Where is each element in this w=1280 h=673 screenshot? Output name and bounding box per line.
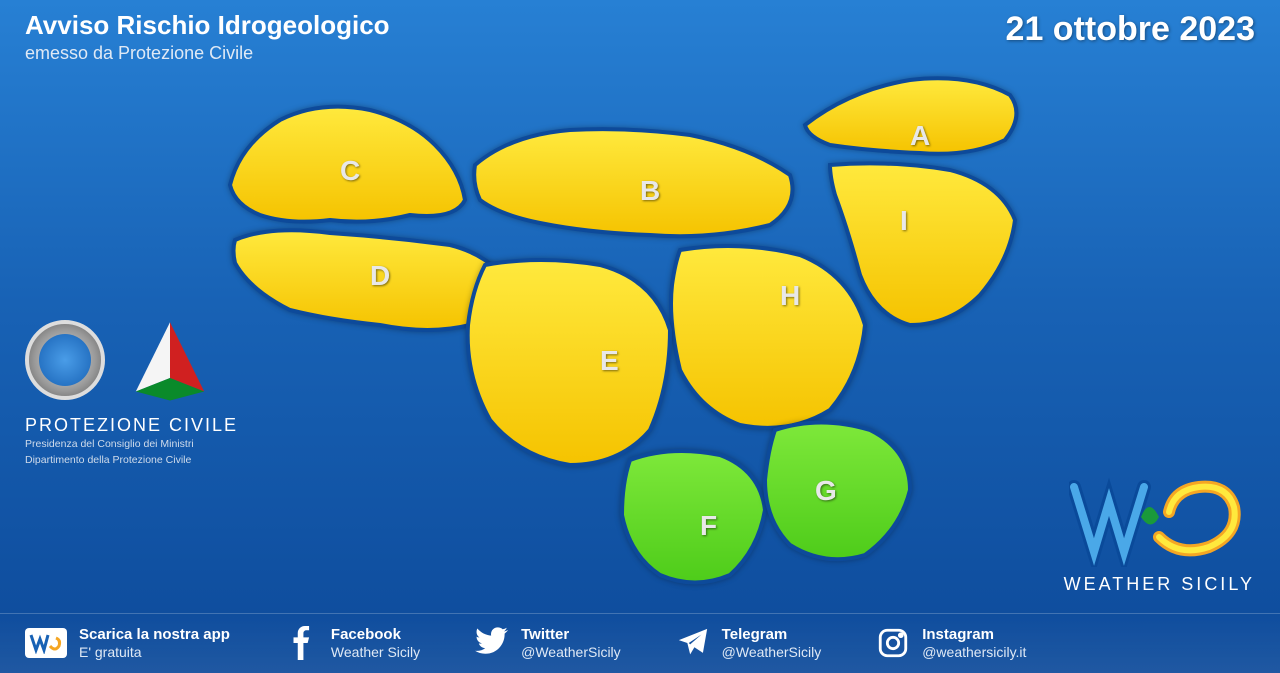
label-i: I [900, 205, 908, 237]
date: 21 ottobre 2023 [1006, 10, 1255, 49]
label-f: F [700, 510, 717, 542]
label-b: B [640, 175, 660, 207]
pc-line1: Presidenza del Consiglio dei Ministri [25, 438, 355, 452]
zone-g [765, 423, 910, 560]
tw-bot: @WeatherSicily [521, 644, 621, 661]
zone-h [671, 246, 865, 428]
footer: Scarica la nostra app E' gratuita Facebo… [0, 613, 1280, 673]
telegram-icon [676, 626, 710, 660]
zone-i [830, 163, 1015, 325]
protezione-civile-icon [125, 315, 215, 405]
footer-instagram[interactable]: Instagram @weathersicily.it [876, 626, 1026, 661]
ws-icon [1069, 472, 1249, 567]
label-d: D [370, 260, 390, 292]
zone-b [474, 129, 792, 236]
label-g: G [815, 475, 837, 507]
footer-twitter[interactable]: Twitter @WeatherSicily [475, 626, 621, 661]
fb-bot: Weather Sicily [331, 644, 420, 661]
protezione-civile-block: PROTEZIONE CIVILE Presidenza del Consigl… [25, 315, 355, 467]
zone-f [622, 451, 765, 583]
tg-bot: @WeatherSicily [722, 644, 822, 661]
label-e: E [600, 345, 619, 377]
ig-bot: @weathersicily.it [922, 644, 1026, 661]
facebook-icon [285, 626, 319, 660]
app-top: Scarica la nostra app [79, 626, 230, 644]
tg-top: Telegram [722, 626, 822, 644]
footer-telegram[interactable]: Telegram @WeatherSicily [676, 626, 822, 661]
header: Avviso Rischio Idrogeologico emesso da P… [25, 10, 390, 64]
footer-app[interactable]: Scarica la nostra app E' gratuita [25, 626, 230, 661]
label-c: C [340, 155, 360, 187]
ig-top: Instagram [922, 626, 1026, 644]
tw-top: Twitter [521, 626, 621, 644]
ws-mini-icon [25, 628, 67, 658]
footer-facebook[interactable]: Facebook Weather Sicily [285, 626, 420, 661]
instagram-icon [876, 626, 910, 660]
zone-e [468, 260, 670, 465]
pc-title: PROTEZIONE CIVILE [25, 415, 355, 436]
label-h: H [780, 280, 800, 312]
subtitle: emesso da Protezione Civile [25, 43, 390, 64]
twitter-icon [475, 626, 509, 660]
fb-top: Facebook [331, 626, 420, 644]
app-bot: E' gratuita [79, 644, 230, 661]
weather-sicily-logo: WEATHER SICILY [1064, 472, 1255, 595]
pc-line2: Dipartimento della Protezione Civile [25, 454, 355, 468]
label-a: A [910, 120, 930, 152]
title: Avviso Rischio Idrogeologico [25, 10, 390, 41]
ws-label: WEATHER SICILY [1064, 574, 1255, 595]
italy-emblem-icon [25, 320, 105, 400]
